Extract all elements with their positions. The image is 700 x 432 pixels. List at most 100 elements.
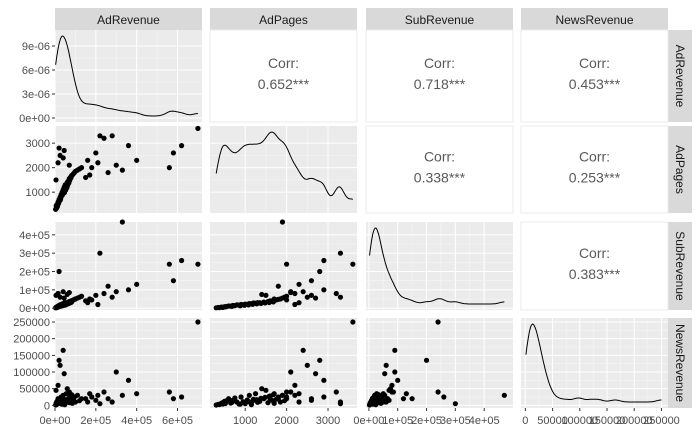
data-point xyxy=(441,394,447,400)
data-point xyxy=(195,319,201,325)
data-point xyxy=(97,250,103,256)
data-point xyxy=(105,169,111,176)
panel-newsrevenue-adrevenue xyxy=(53,318,202,408)
data-point xyxy=(279,392,286,398)
data-point xyxy=(292,301,298,308)
data-point xyxy=(61,295,67,301)
data-point xyxy=(304,362,310,368)
data-point xyxy=(170,278,177,284)
data-point xyxy=(250,301,256,307)
data-point xyxy=(178,143,185,149)
panel-adpages-adrevenue xyxy=(53,125,202,213)
data-point xyxy=(101,290,107,297)
data-point xyxy=(279,219,286,225)
data-point xyxy=(312,295,319,301)
data-point xyxy=(83,174,89,181)
y-tick-label: 0e+00 xyxy=(19,303,50,315)
x-tick-label: 1e+05 xyxy=(382,415,413,427)
data-point xyxy=(66,162,72,168)
data-point xyxy=(241,302,247,308)
strip-top-adpages xyxy=(210,8,357,30)
data-point xyxy=(109,133,115,139)
y-tick-label: 3e-06 xyxy=(22,89,50,101)
data-point xyxy=(97,401,103,407)
strip-top-label: SubRevenue xyxy=(405,13,475,27)
x-tick-label: 3e+05 xyxy=(440,415,471,427)
y-tick-label: 200000 xyxy=(13,334,50,346)
y-tick-label: 0e+00 xyxy=(19,113,50,125)
data-point xyxy=(383,362,389,368)
data-point xyxy=(74,392,81,398)
corr-panel-bg xyxy=(365,29,514,123)
data-point xyxy=(254,397,260,403)
data-point xyxy=(400,396,407,402)
data-point xyxy=(254,301,260,307)
corr-label: Corr: xyxy=(424,55,455,71)
x-tick-label: 150000 xyxy=(589,415,626,427)
data-point xyxy=(61,147,67,154)
x-tick-label: 2000 xyxy=(274,415,298,427)
data-point xyxy=(271,400,277,406)
strip-right-label: SubRevenue xyxy=(673,231,687,301)
data-point xyxy=(57,197,63,203)
data-point xyxy=(350,319,356,325)
data-point xyxy=(105,283,111,289)
data-point xyxy=(284,389,290,395)
data-point xyxy=(119,167,125,173)
data-point xyxy=(337,399,344,405)
data-point xyxy=(101,135,107,141)
data-point xyxy=(262,394,268,400)
density-curve xyxy=(215,131,354,200)
data-point xyxy=(134,281,140,287)
data-point xyxy=(382,371,388,377)
data-point xyxy=(57,362,63,368)
x-tick-label: 0 xyxy=(522,415,528,427)
data-point xyxy=(300,289,306,295)
data-point xyxy=(350,261,356,267)
corr-panel-bg xyxy=(209,29,358,123)
data-point xyxy=(119,219,125,225)
strip-top-adrevenue xyxy=(55,8,202,30)
data-point xyxy=(308,278,315,284)
x-tick-label: 250000 xyxy=(643,415,680,427)
data-point xyxy=(238,394,244,400)
data-point xyxy=(69,392,75,398)
corr-value: 0.383*** xyxy=(569,266,621,282)
strip-right-label: AdRevenue xyxy=(673,45,687,108)
x-tick-label: 3000 xyxy=(316,415,340,427)
panel-adrevenue-adrevenue xyxy=(54,30,202,122)
panel-bg xyxy=(55,30,202,122)
strip-right-label: AdPages xyxy=(673,145,687,194)
corr-label: Corr: xyxy=(579,245,610,261)
data-point xyxy=(56,268,62,275)
x-tick-label: 2e+05 xyxy=(411,415,442,427)
data-point xyxy=(166,165,172,171)
y-tick-label: 3e+05 xyxy=(19,248,50,260)
data-point xyxy=(423,357,430,363)
x-tick-label: 0e+00 xyxy=(353,415,384,427)
data-point xyxy=(229,303,235,309)
data-point xyxy=(125,377,132,383)
data-point xyxy=(292,290,298,297)
data-point xyxy=(93,397,99,403)
data-point xyxy=(262,300,268,306)
data-point xyxy=(119,392,125,398)
strip-top-subrevenue xyxy=(366,8,513,30)
data-point xyxy=(105,396,111,402)
data-point xyxy=(55,201,61,207)
data-point xyxy=(321,394,327,400)
strip-top-label: AdRevenue xyxy=(97,13,160,27)
data-point xyxy=(308,292,315,298)
data-point xyxy=(409,396,415,402)
data-point xyxy=(252,391,259,397)
data-point xyxy=(317,268,323,275)
data-point xyxy=(337,250,344,256)
data-point xyxy=(266,299,272,306)
corr-panel-bg xyxy=(520,221,669,311)
corr-label: Corr: xyxy=(268,55,299,71)
data-point xyxy=(284,297,290,303)
data-point xyxy=(270,299,276,305)
panel-bg xyxy=(366,222,513,310)
data-point xyxy=(258,300,264,306)
data-point xyxy=(321,377,327,383)
